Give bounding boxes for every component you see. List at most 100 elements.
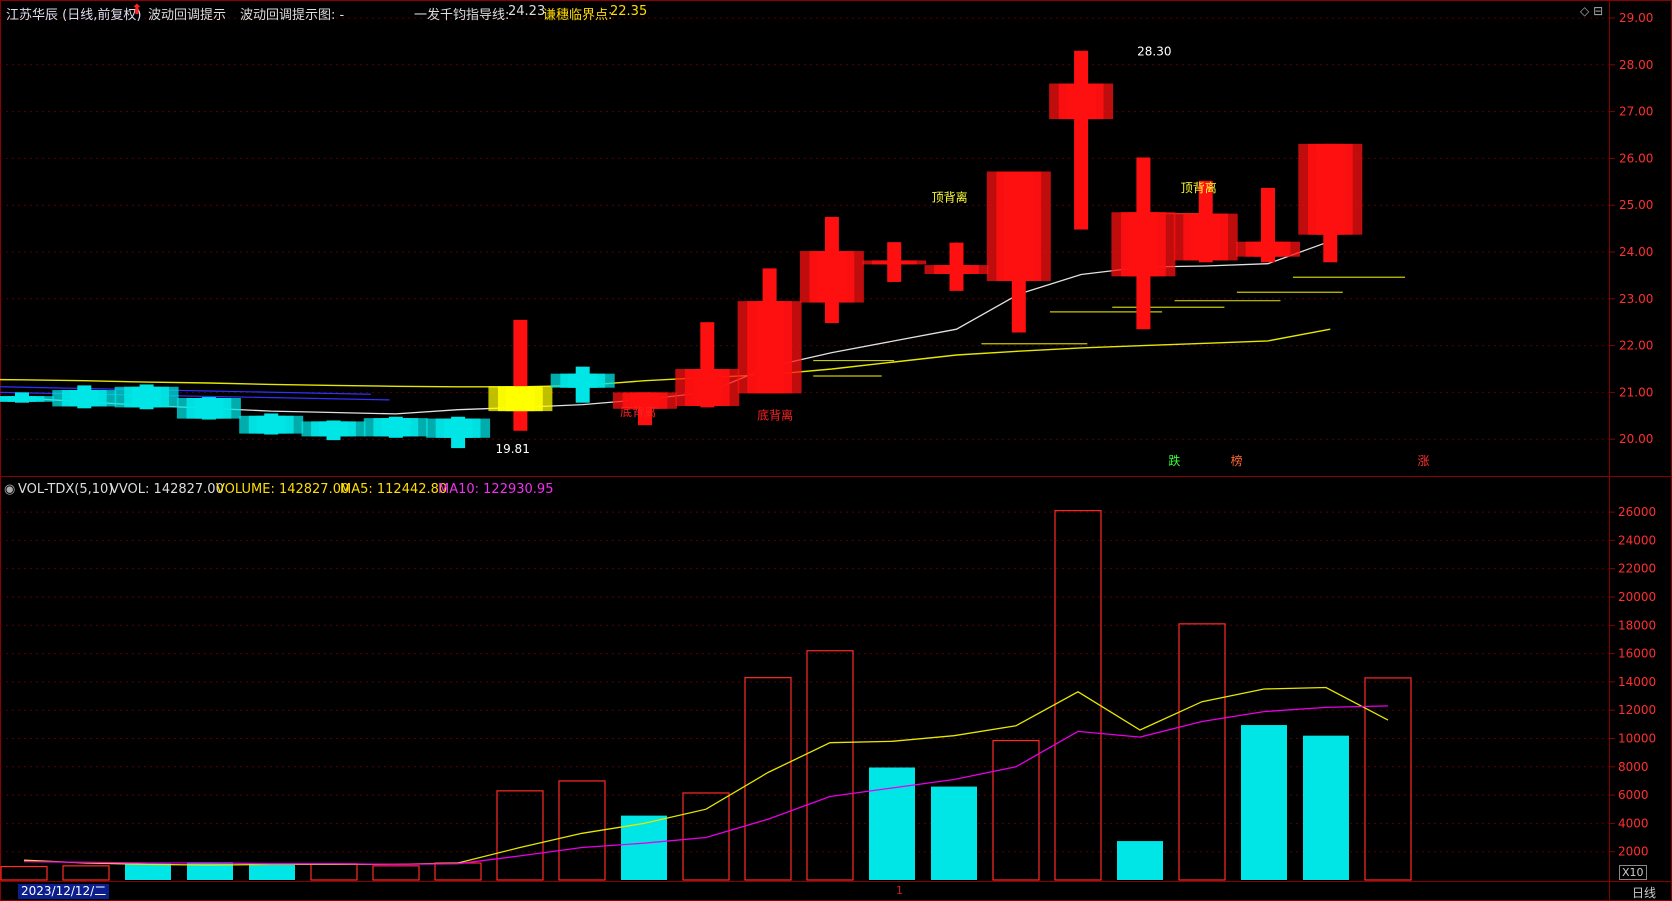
price-annotation: 顶背离 bbox=[1181, 180, 1217, 195]
x-axis-month-tick: 1 bbox=[896, 884, 903, 897]
candle-body bbox=[568, 373, 598, 388]
candle-wick bbox=[1074, 50, 1089, 230]
ma5-value: MA5: 112442.80 bbox=[340, 482, 448, 497]
vol-tick-label: 10000 bbox=[1618, 731, 1656, 745]
volume-bar-up bbox=[1178, 623, 1226, 881]
zoom-badge[interactable]: X10 bbox=[1619, 865, 1647, 880]
vol-indicator-name[interactable]: VOL-TDX(5,10) bbox=[18, 482, 114, 497]
price-annotation: 19.81 bbox=[495, 442, 529, 456]
candle-body bbox=[630, 392, 660, 409]
volume-bar-down bbox=[125, 863, 171, 880]
candle bbox=[613, 392, 677, 409]
volume-bar-up bbox=[1364, 677, 1412, 881]
candle-body bbox=[1129, 212, 1158, 277]
stock-title: 江苏华辰 (日线,前复权) bbox=[6, 8, 142, 23]
volume-bar-down bbox=[1303, 735, 1349, 880]
candle bbox=[239, 415, 304, 434]
vol-tick-label: 8000 bbox=[1618, 760, 1649, 774]
volume-bar-up bbox=[682, 792, 730, 881]
window-controls[interactable]: ◇ ⊟ bbox=[1580, 4, 1603, 18]
vol-tick-label: 2000 bbox=[1618, 845, 1649, 859]
candle bbox=[550, 373, 615, 388]
candle bbox=[737, 301, 802, 394]
candle-body bbox=[1066, 83, 1096, 120]
candle bbox=[0, 396, 54, 402]
volume-bar-down bbox=[869, 767, 915, 880]
volume-bar-down bbox=[931, 786, 977, 880]
candle bbox=[1173, 213, 1238, 261]
vol-tick-label: 26000 bbox=[1618, 505, 1656, 519]
ma10-value: MA10: 122930.95 bbox=[438, 482, 554, 497]
candle bbox=[1236, 241, 1300, 257]
price-tick-label: 23.00 bbox=[1619, 292, 1653, 306]
candle bbox=[114, 386, 179, 408]
vol-settings-icon[interactable]: ◉ bbox=[4, 482, 16, 497]
volume-bar-down bbox=[1241, 725, 1287, 880]
vol-tick-label: 14000 bbox=[1618, 675, 1656, 689]
vol-tick-label: 22000 bbox=[1618, 562, 1656, 576]
candle-body bbox=[942, 265, 971, 274]
candle-wick bbox=[513, 319, 528, 431]
candle bbox=[301, 421, 366, 437]
volume-bar-up bbox=[558, 780, 606, 881]
volume-bar-up bbox=[744, 677, 792, 881]
volume-bar-down bbox=[1117, 841, 1163, 880]
critical-point-label: 谦穗临界点: bbox=[543, 8, 613, 23]
candle-body bbox=[817, 251, 847, 303]
candle-body bbox=[256, 415, 286, 434]
red-up-arrow-icon[interactable]: ⬆ bbox=[131, 2, 143, 18]
price-annotation: 榜 bbox=[1231, 453, 1243, 468]
candle bbox=[924, 265, 989, 274]
price-tick-label: 29.00 bbox=[1619, 11, 1653, 25]
vvol-value: VVOL: 142827.00 bbox=[110, 482, 224, 497]
blue-line bbox=[0, 386, 371, 395]
price-annotation: 底背离 bbox=[620, 404, 656, 419]
candle-body bbox=[692, 369, 722, 406]
price-annotation: 底背离 bbox=[757, 408, 793, 423]
period-label[interactable]: 日线 bbox=[1632, 886, 1657, 900]
candle-body bbox=[1191, 213, 1221, 261]
indicator-wave-callback[interactable]: 波动回调提示 bbox=[148, 8, 227, 23]
candle bbox=[862, 260, 927, 265]
price-tick-label: 20.00 bbox=[1619, 432, 1653, 446]
candle-body bbox=[132, 386, 161, 408]
candle bbox=[488, 386, 553, 412]
candle-body bbox=[755, 301, 784, 394]
price-tick-label: 21.00 bbox=[1619, 385, 1653, 399]
candle-body bbox=[319, 421, 348, 437]
candle-body bbox=[194, 398, 224, 419]
price-annotation: 28.30 bbox=[1137, 44, 1171, 58]
volume-bar-up bbox=[434, 862, 482, 881]
price-tick-label: 22.00 bbox=[1619, 339, 1653, 353]
candle-body bbox=[1004, 171, 1034, 282]
volume-bar-down bbox=[249, 863, 295, 880]
price-ma-yellow bbox=[0, 328, 1331, 388]
candle bbox=[799, 251, 864, 303]
candle bbox=[1111, 212, 1176, 277]
guide-line-value: 24.23 bbox=[508, 4, 546, 19]
volume-bar-down bbox=[621, 815, 667, 880]
candle-body bbox=[7, 396, 37, 402]
collapse-icon[interactable]: ⊟ bbox=[1593, 4, 1604, 18]
volume-value: VOLUME: 142827.00 bbox=[216, 482, 350, 497]
candle bbox=[426, 418, 491, 438]
vol-tick-label: 6000 bbox=[1618, 788, 1649, 802]
price-tick-label: 27.00 bbox=[1619, 105, 1653, 119]
candle-body bbox=[879, 260, 909, 265]
vol-tick-label: 20000 bbox=[1618, 590, 1656, 604]
candle-body bbox=[1253, 241, 1283, 257]
indicator-wave-callback-chart[interactable]: 波动回调提示图: - bbox=[240, 8, 345, 23]
volume-bar-down bbox=[187, 862, 233, 880]
candle bbox=[675, 369, 740, 406]
candle-body bbox=[443, 418, 473, 438]
volume-bar-up bbox=[310, 863, 358, 881]
price-tick-label: 28.00 bbox=[1619, 58, 1653, 72]
candle bbox=[1298, 143, 1363, 235]
candle-body bbox=[69, 390, 99, 407]
price-annotation: 顶背离 bbox=[932, 189, 968, 204]
diamond-icon[interactable]: ◇ bbox=[1580, 4, 1590, 18]
candle bbox=[52, 390, 117, 407]
volume-bar-up bbox=[496, 790, 544, 881]
